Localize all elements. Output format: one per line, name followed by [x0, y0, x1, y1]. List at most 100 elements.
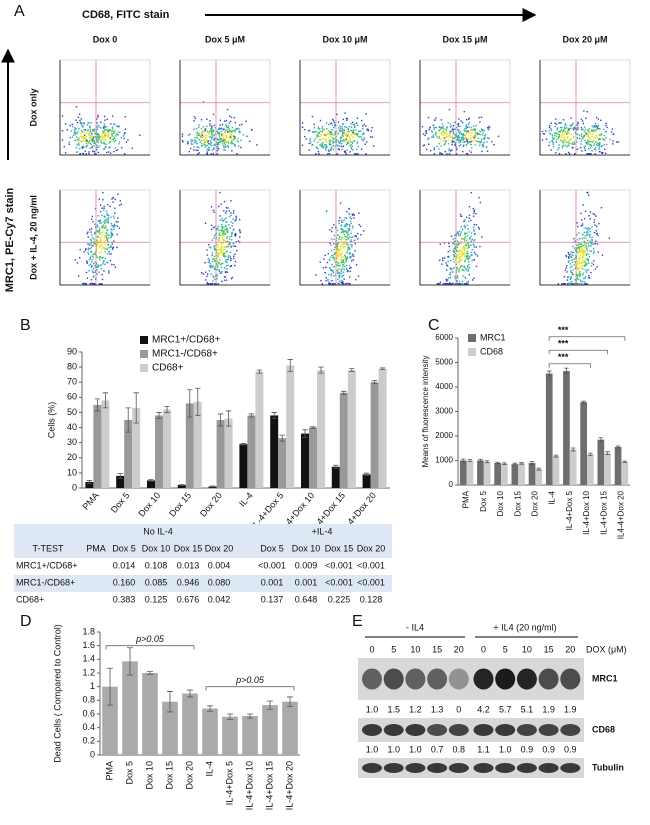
flow-dot: [103, 123, 106, 125]
flow-dot: [470, 132, 473, 134]
flow-dot: [567, 129, 569, 132]
flow-dot: [452, 242, 455, 245]
flow-dot: [82, 152, 84, 155]
flow-dot: [189, 133, 191, 135]
flow-dot: [193, 146, 195, 148]
flow-dot: [362, 128, 364, 130]
error-bar: [547, 370, 552, 377]
flow-dot: [567, 283, 569, 285]
flow-dot: [359, 136, 361, 138]
flow-dot: [200, 118, 203, 121]
flow-dot: [587, 191, 589, 194]
flow-dot: [605, 131, 607, 133]
flow-dot: [591, 141, 594, 143]
flow-dot: [373, 145, 375, 147]
flow-dot: [114, 266, 117, 269]
flow-dot: [583, 259, 586, 262]
flow-dot: [112, 132, 114, 135]
flow-dot: [216, 138, 219, 140]
flow-dot: [220, 230, 223, 232]
flow-dot: [103, 125, 106, 127]
flow-dot: [595, 135, 597, 137]
flow-dot: [457, 243, 459, 246]
flow-dot: [587, 141, 590, 143]
x-tick-label: PMA: [104, 761, 114, 781]
flow-dot: [223, 235, 225, 238]
flow-dot: [589, 250, 591, 252]
flow-dot: [568, 128, 570, 131]
flow-dot: [471, 259, 473, 262]
flow-dot: [478, 228, 480, 230]
flow-dot: [351, 141, 354, 143]
flow-dot: [206, 130, 209, 132]
flow-dot: [216, 143, 218, 146]
flow-dot: [221, 223, 223, 226]
table-cell: 0.080: [208, 577, 231, 587]
flow-dot: [580, 118, 583, 121]
lane-label: 10: [410, 644, 420, 654]
flow-dot: [219, 248, 221, 251]
flow-dot: [210, 266, 212, 269]
flow-dot: [204, 271, 207, 273]
flow-dot: [464, 247, 466, 250]
flow-dot: [472, 125, 475, 127]
flow-dot: [564, 139, 566, 142]
flow-dot: [551, 134, 554, 136]
flow-dot: [574, 279, 576, 281]
flow-dot: [108, 133, 110, 136]
flow-dot: [553, 132, 556, 134]
flow-dot: [218, 133, 221, 136]
flow-dot: [201, 136, 203, 138]
flow-dot: [337, 132, 340, 134]
flow-dot: [98, 227, 101, 229]
flow-dot: [217, 246, 219, 249]
flow-dot: [330, 268, 332, 270]
flow-dot: [221, 136, 224, 139]
flow-dot: [230, 221, 232, 223]
flow-dot: [107, 220, 109, 222]
flow-dot: [301, 122, 304, 124]
flow-dot: [459, 139, 461, 142]
flow-dot: [556, 128, 558, 131]
flow-dot: [217, 239, 220, 241]
flow-dot: [224, 212, 227, 214]
flow-dot: [220, 130, 223, 133]
flow-dot: [446, 135, 448, 138]
flow-dot: [317, 126, 320, 128]
blot-band: [448, 668, 469, 690]
flow-dot: [90, 122, 92, 124]
ratio-label: 1.0: [366, 704, 379, 714]
flow-dot: [223, 239, 225, 241]
flow-dot: [217, 143, 219, 145]
flow-dot: [332, 148, 335, 151]
flow-dot: [330, 122, 333, 124]
flow-dot: [453, 256, 456, 258]
flow-dot: [577, 225, 579, 228]
flow-dot: [75, 136, 78, 138]
flow-dot: [344, 242, 346, 244]
flow-dot: [206, 141, 209, 144]
flow-dot: [337, 255, 340, 257]
flow-dot: [447, 135, 450, 137]
flow-dot: [83, 137, 85, 139]
flow-dot: [234, 220, 236, 222]
flow-dot: [349, 151, 352, 153]
plot-axes: [59, 60, 150, 156]
flow-dot: [84, 283, 86, 285]
flow-dot: [355, 132, 357, 135]
flow-dot: [223, 226, 225, 228]
flow-dot: [471, 248, 474, 251]
flow-dot: [572, 136, 575, 138]
flow-dot: [115, 149, 118, 152]
flow-dot: [225, 217, 227, 219]
flow-dot: [346, 131, 349, 133]
flow-dot: [66, 128, 68, 131]
flow-dot: [456, 275, 459, 277]
lane-label: 20: [454, 644, 464, 654]
flow-dot: [458, 242, 460, 244]
flow-dot: [112, 247, 114, 249]
flow-dot: [107, 218, 110, 220]
flow-dot: [248, 140, 251, 143]
flow-dot: [303, 129, 306, 131]
flow-dot: [311, 115, 314, 118]
